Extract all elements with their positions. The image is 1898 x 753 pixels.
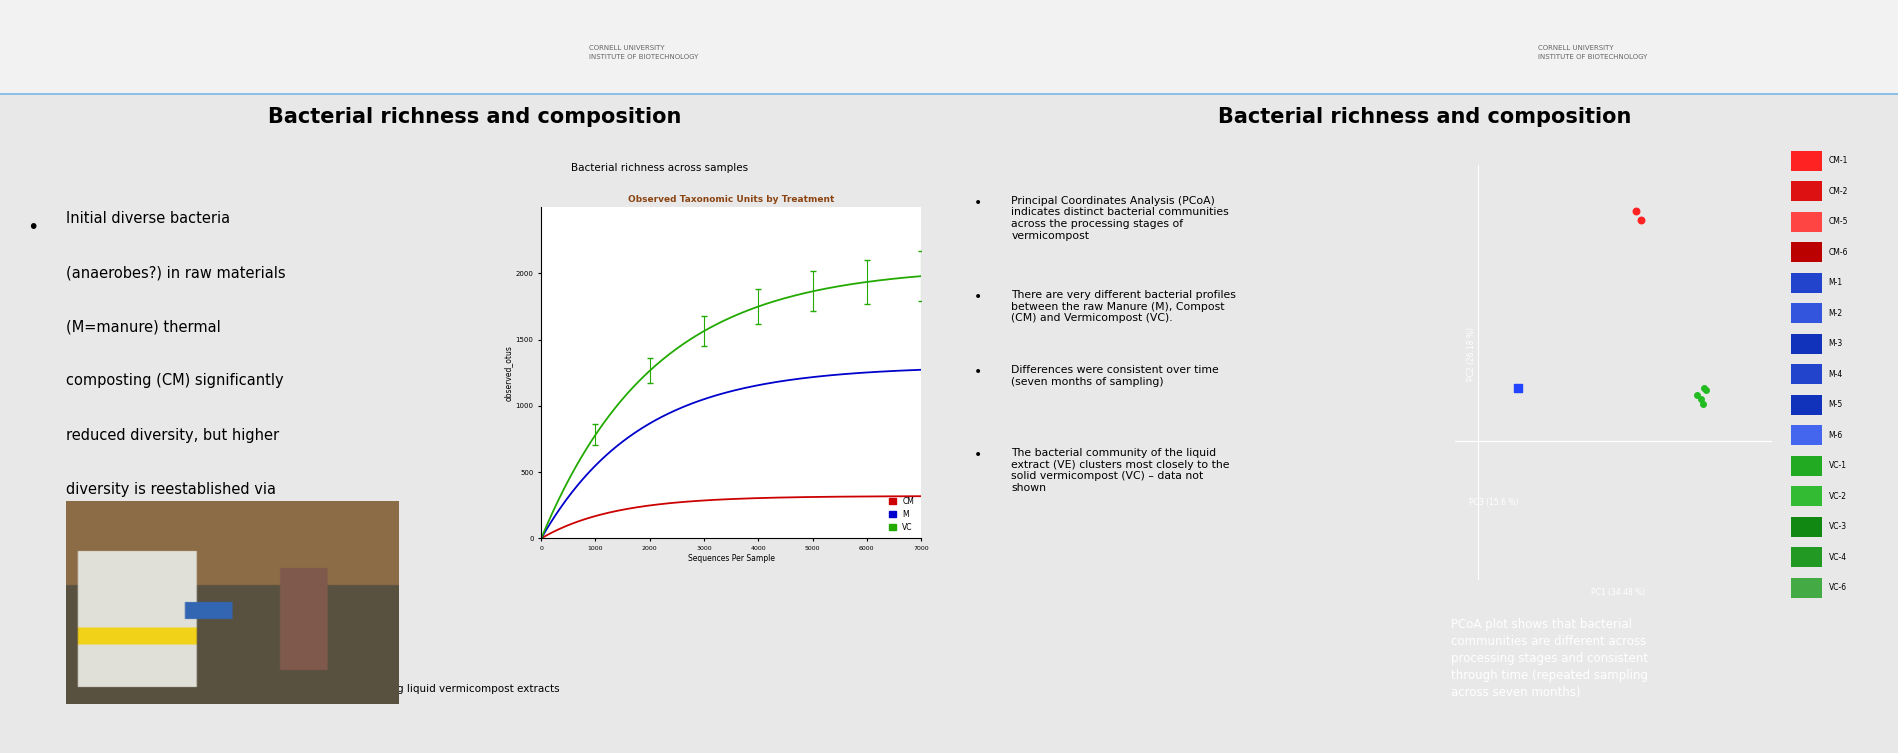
Point [1625,215,1655,227]
Text: diversity is reestablished via: diversity is reestablished via [66,482,277,497]
Text: VC-3: VC-3 [1828,523,1845,532]
Text: There are very different bacterial profiles
between the raw Manure (M), Compost
: There are very different bacterial profi… [1010,290,1236,323]
Bar [1790,425,1822,445]
Bar [1790,364,1822,384]
Text: (M=manure) thermal: (M=manure) thermal [66,319,220,334]
Point [1687,398,1718,410]
Point [1619,205,1649,217]
Text: PC1 (34.48 %): PC1 (34.48 %) [1591,588,1644,597]
Bar [1790,273,1822,293]
Bar [1790,578,1822,598]
Text: Bacterial richness and composition: Bacterial richness and composition [1217,107,1630,127]
Bar [1790,517,1822,537]
Text: CM-1: CM-1 [1828,156,1847,165]
Text: The bacterial community of the liquid
extract (VE) clusters most closely to the
: The bacterial community of the liquid ex… [1010,448,1230,492]
Bar [1790,151,1822,171]
Text: PC3 (15.6 %): PC3 (15.6 %) [1469,498,1518,508]
Text: Initial diverse bacteria: Initial diverse bacteria [66,211,230,226]
Text: •: • [974,196,981,210]
Text: vermicomposting (VC) (aerobes): vermicomposting (VC) (aerobes) [66,536,304,551]
Bar [1790,334,1822,354]
Text: •: • [974,365,981,380]
Text: M-1: M-1 [1828,278,1841,287]
Point [1689,384,1720,396]
Text: M-3: M-3 [1828,339,1841,348]
Y-axis label: observed_otus: observed_otus [503,345,512,401]
Bar [1790,212,1822,232]
Bar [1790,456,1822,476]
Text: CORNELL UNIVERSITY
INSTITUTE OF BIOTECHNOLOGY: CORNELL UNIVERSITY INSTITUTE OF BIOTECHN… [1537,45,1647,60]
Point [1501,382,1532,394]
Text: VC-6: VC-6 [1828,584,1845,593]
Bar [1790,181,1822,201]
Bar [949,0,1898,94]
Point [1685,393,1716,405]
Text: •: • [28,218,38,237]
Text: CORNELL UNIVERSITY
INSTITUTE OF BIOTECHNOLOGY: CORNELL UNIVERSITY INSTITUTE OF BIOTECHN… [588,45,698,60]
Bar [1790,547,1822,567]
Text: •: • [974,448,981,462]
Text: M-6: M-6 [1828,431,1841,440]
Text: composting (CM) significantly: composting (CM) significantly [66,373,285,389]
Text: Bacterial richness and composition: Bacterial richness and composition [268,107,681,127]
Bar [0,0,949,94]
Text: VC-2: VC-2 [1828,492,1845,501]
Text: •: • [974,290,981,304]
Bar [1790,303,1822,323]
Text: CM-6: CM-6 [1828,248,1847,257]
Title: Observed Taxonomic Units by Treatment: Observed Taxonomic Units by Treatment [628,194,833,203]
Legend: CM, M, VC: CM, M, VC [884,494,917,535]
Bar [1790,486,1822,506]
Text: M-4: M-4 [1828,370,1841,379]
Bar [1790,242,1822,262]
Text: VC-4: VC-4 [1828,553,1845,562]
Text: (anaerobes?) in raw materials: (anaerobes?) in raw materials [66,265,287,280]
Point [1687,382,1718,394]
Text: PC2 (26.18 %): PC2 (26.18 %) [1465,327,1475,380]
Text: M-5: M-5 [1828,400,1841,409]
Text: CM-2: CM-2 [1828,187,1847,196]
Text: PCoA plot shows that bacterial
communities are different across
processing stage: PCoA plot shows that bacterial communiti… [1450,618,1647,699]
Point [1682,389,1712,401]
Text: Principal Coordinates Analysis (PCoA)
indicates distinct bacterial communities
a: Principal Coordinates Analysis (PCoA) in… [1010,196,1228,240]
Text: Bacterial richness across samples: Bacterial richness across samples [571,163,748,173]
Bar [1790,395,1822,415]
Text: reduced diversity, but higher: reduced diversity, but higher [66,428,279,443]
X-axis label: Sequences Per Sample: Sequences Per Sample [687,553,774,562]
Text: Differences were consistent over time
(seven months of sampling): Differences were consistent over time (s… [1010,365,1219,387]
Text: M-2: M-2 [1828,309,1841,318]
Text: Making liquid vermicompost extracts: Making liquid vermicompost extracts [364,684,558,694]
Text: VC-1: VC-1 [1828,462,1845,470]
Text: CM-5: CM-5 [1828,217,1847,226]
